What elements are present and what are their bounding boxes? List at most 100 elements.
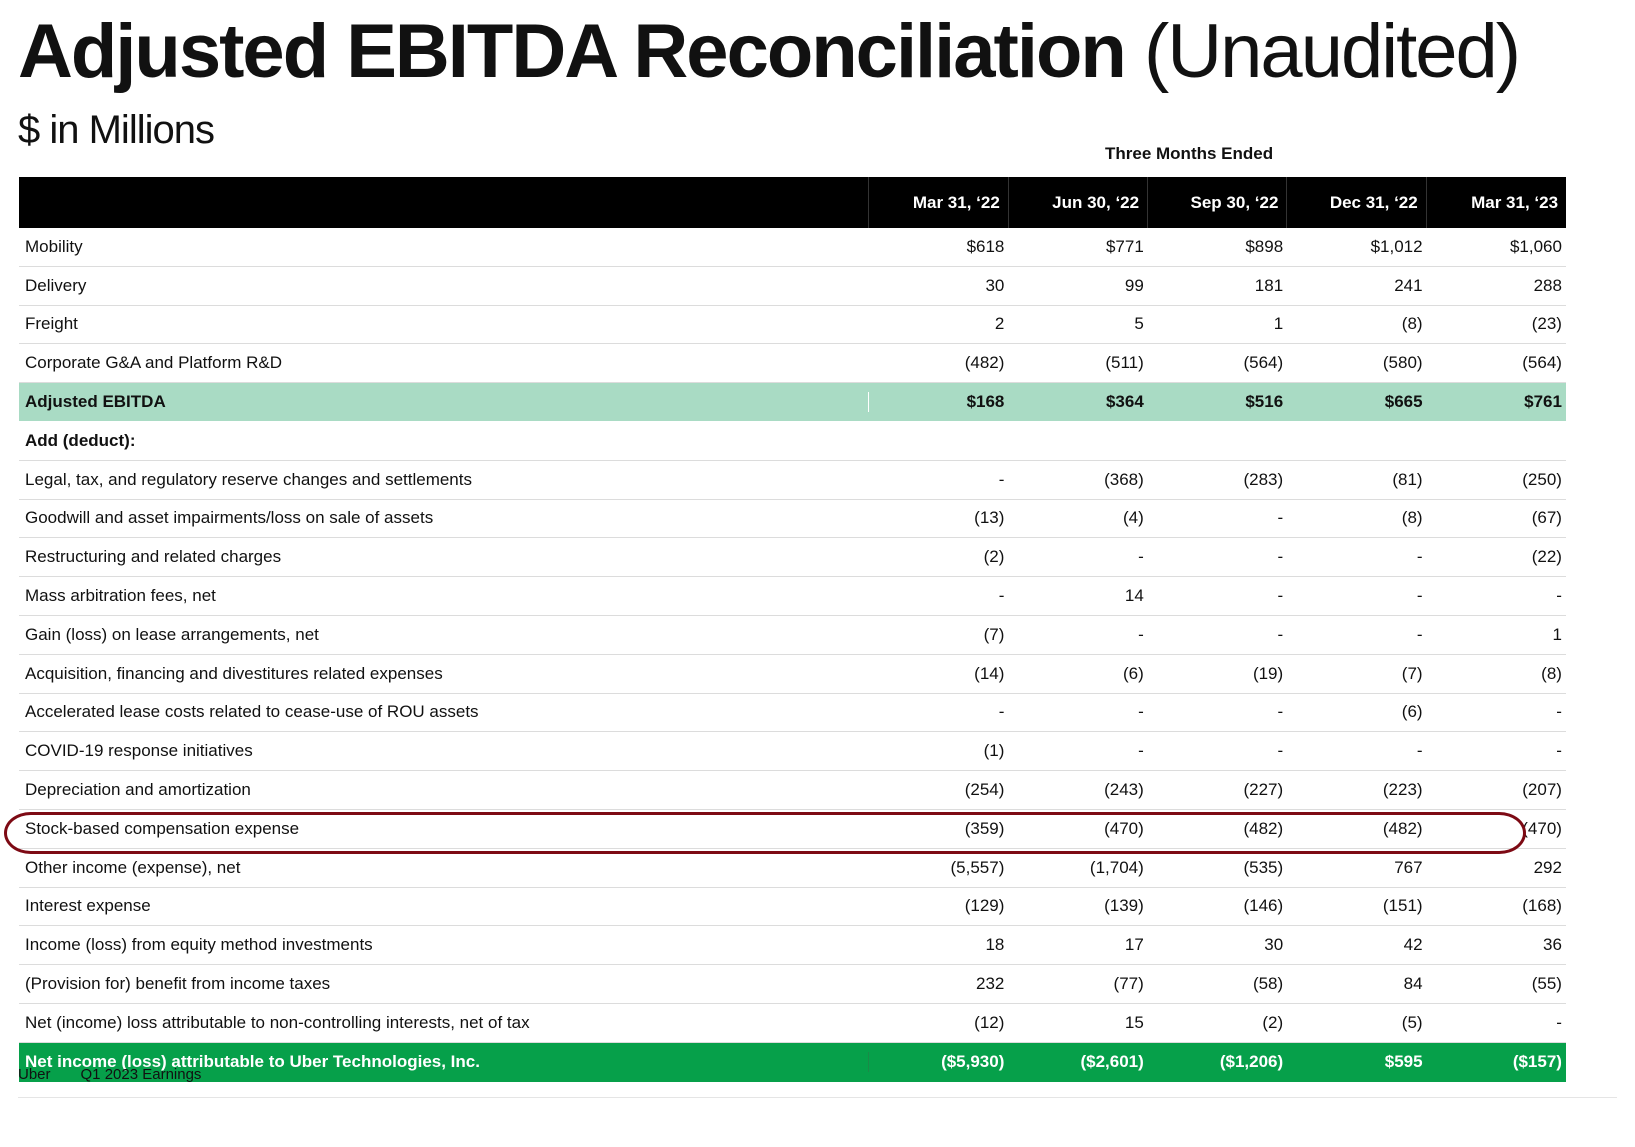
row-value: ($1,206): [1219, 1052, 1284, 1072]
row-value: -: [1277, 586, 1284, 606]
row-value: $364: [1105, 392, 1144, 412]
header-col-q3-22: Sep 30, ‘22: [1148, 177, 1288, 228]
table-row: COVID-19 response initiatives (1) - - - -: [19, 732, 1566, 772]
table-row: Net income (loss) attributable to Uber T…: [19, 1042, 1566, 1082]
row-value: ($2,601): [1080, 1052, 1144, 1072]
row-label: Adjusted EBITDA: [19, 392, 869, 413]
row-value: (12): [974, 1012, 1005, 1032]
row-value: $168: [966, 392, 1005, 412]
table-row: Depreciation and amortization (254) (243) (…: [19, 771, 1566, 810]
header-col-q1-22: Mar 31, ‘22: [869, 177, 1009, 228]
row-value: -: [998, 469, 1005, 489]
row-value: (168): [1522, 896, 1562, 916]
row-value: (7): [1401, 663, 1423, 683]
row-value: (67): [1531, 508, 1562, 528]
row-value: -: [1138, 547, 1144, 567]
table-row: Net (income) loss attributable to non-co…: [19, 1004, 1566, 1043]
row-value: -: [1416, 586, 1423, 606]
row-value: $618: [966, 236, 1005, 256]
row-value: 5: [1134, 314, 1144, 334]
table-row: Mass arbitration fees, net - 14 - - -: [19, 577, 1566, 616]
row-value: -: [1277, 702, 1284, 722]
row-label: Acquisition, financing and divestitures …: [25, 663, 443, 683]
row-value: -: [1277, 624, 1284, 644]
row-value: -: [1556, 586, 1562, 606]
units-subtitle: $ in Millions: [18, 108, 215, 152]
row-value: (227): [1243, 780, 1284, 800]
row-label: Net income (loss) attributable to Uber T…: [19, 1052, 869, 1073]
row-value: 232: [976, 974, 1005, 994]
row-value: (223): [1382, 780, 1423, 800]
table-row: Stock-based compensation expense (359) (47…: [19, 810, 1566, 849]
row-value: (1,704): [1089, 857, 1144, 877]
row-value: (564): [1522, 353, 1562, 373]
row-label: Mass arbitration fees, net: [25, 586, 216, 606]
row-value: -: [1277, 741, 1284, 761]
row-label: Stock-based compensation expense: [25, 818, 300, 838]
row-value: -: [1416, 547, 1423, 567]
row-value: (470): [1522, 818, 1562, 838]
row-value: (2): [983, 547, 1005, 567]
header-col-q4-22: Dec 31, ‘22: [1287, 177, 1427, 228]
row-label: Other income (expense), net: [25, 857, 241, 877]
row-value: 241: [1394, 275, 1423, 295]
row-value: (151): [1382, 896, 1423, 916]
table-row: Interest expense (129) (139) (146) (151) (168…: [19, 888, 1566, 927]
row-value: (14): [974, 663, 1005, 683]
table-row: Corporate G&A and Platform R&D (482) (511)…: [19, 344, 1566, 384]
row-value: (2): [1262, 1012, 1284, 1032]
row-value: $516: [1245, 392, 1284, 412]
row-value: -: [1556, 702, 1562, 722]
table-row: Income (loss) from equity method investm…: [19, 926, 1566, 966]
row-label: Restructuring and related charges: [25, 547, 282, 567]
row-label: Legal, tax, and regulatory reserve chang…: [25, 469, 472, 489]
row-value: -: [1416, 741, 1423, 761]
row-value: (58): [1252, 974, 1284, 994]
period-caption: Three Months Ended: [1105, 144, 1274, 163]
row-value: $595: [1384, 1052, 1423, 1072]
row-value: (77): [1113, 974, 1144, 994]
row-label: Corporate G&A and Platform R&D: [25, 353, 283, 373]
table-row: Delivery 30 99 181 241 288: [19, 267, 1566, 306]
row-value: -: [1138, 741, 1144, 761]
footer-brand: Uber: [18, 1066, 51, 1083]
row-value: -: [998, 586, 1005, 606]
row-value: (5,557): [950, 857, 1005, 877]
row-value: ($157): [1512, 1052, 1562, 1072]
footer-report: Q1 2023 Earnings: [80, 1066, 202, 1083]
row-label: Accelerated lease costs related to cease…: [25, 702, 479, 722]
row-value: (470): [1104, 818, 1144, 838]
row-value: 30: [1264, 935, 1284, 955]
row-label: Income (loss) from equity method investm…: [25, 935, 373, 955]
row-value: $898: [1245, 236, 1284, 256]
row-label: Delivery: [25, 275, 87, 295]
row-label: Net (income) loss attributable to non-co…: [25, 1012, 530, 1032]
row-label: Add (deduct):: [25, 430, 136, 450]
row-value: 288: [1533, 275, 1562, 295]
reconciliation-table: Mar 31, ‘22 Jun 30, ‘22 Sep 30, ‘22 Dec …: [19, 177, 1566, 1082]
row-value: (207): [1522, 780, 1562, 800]
row-value: (7): [983, 624, 1005, 644]
row-value: (129): [964, 896, 1005, 916]
row-value: (511): [1105, 353, 1144, 373]
row-value: -: [1138, 624, 1144, 644]
row-value: (482): [1243, 818, 1284, 838]
row-value: 18: [985, 935, 1005, 955]
footer-divider: [18, 1097, 1617, 1098]
row-value: 1: [1552, 624, 1562, 644]
row-value: 2: [994, 314, 1005, 334]
row-value: 15: [1124, 1012, 1144, 1032]
row-label: (Provision for) benefit from income taxe…: [25, 974, 331, 994]
table-row: Add (deduct):: [19, 422, 1566, 461]
row-value: (5): [1401, 1012, 1423, 1032]
row-value: (22): [1531, 547, 1562, 567]
table-row: Goodwill and asset impairments/loss on s…: [19, 500, 1566, 539]
row-value: $761: [1524, 392, 1562, 412]
row-label: Interest expense: [25, 896, 151, 916]
row-label: Freight: [25, 314, 78, 334]
header-col-q1-23: Mar 31, ‘23: [1471, 192, 1559, 212]
row-value: (368): [1104, 469, 1144, 489]
row-value: (4): [1123, 508, 1144, 528]
row-label: Mobility: [25, 236, 83, 256]
row-value: -: [998, 702, 1005, 722]
